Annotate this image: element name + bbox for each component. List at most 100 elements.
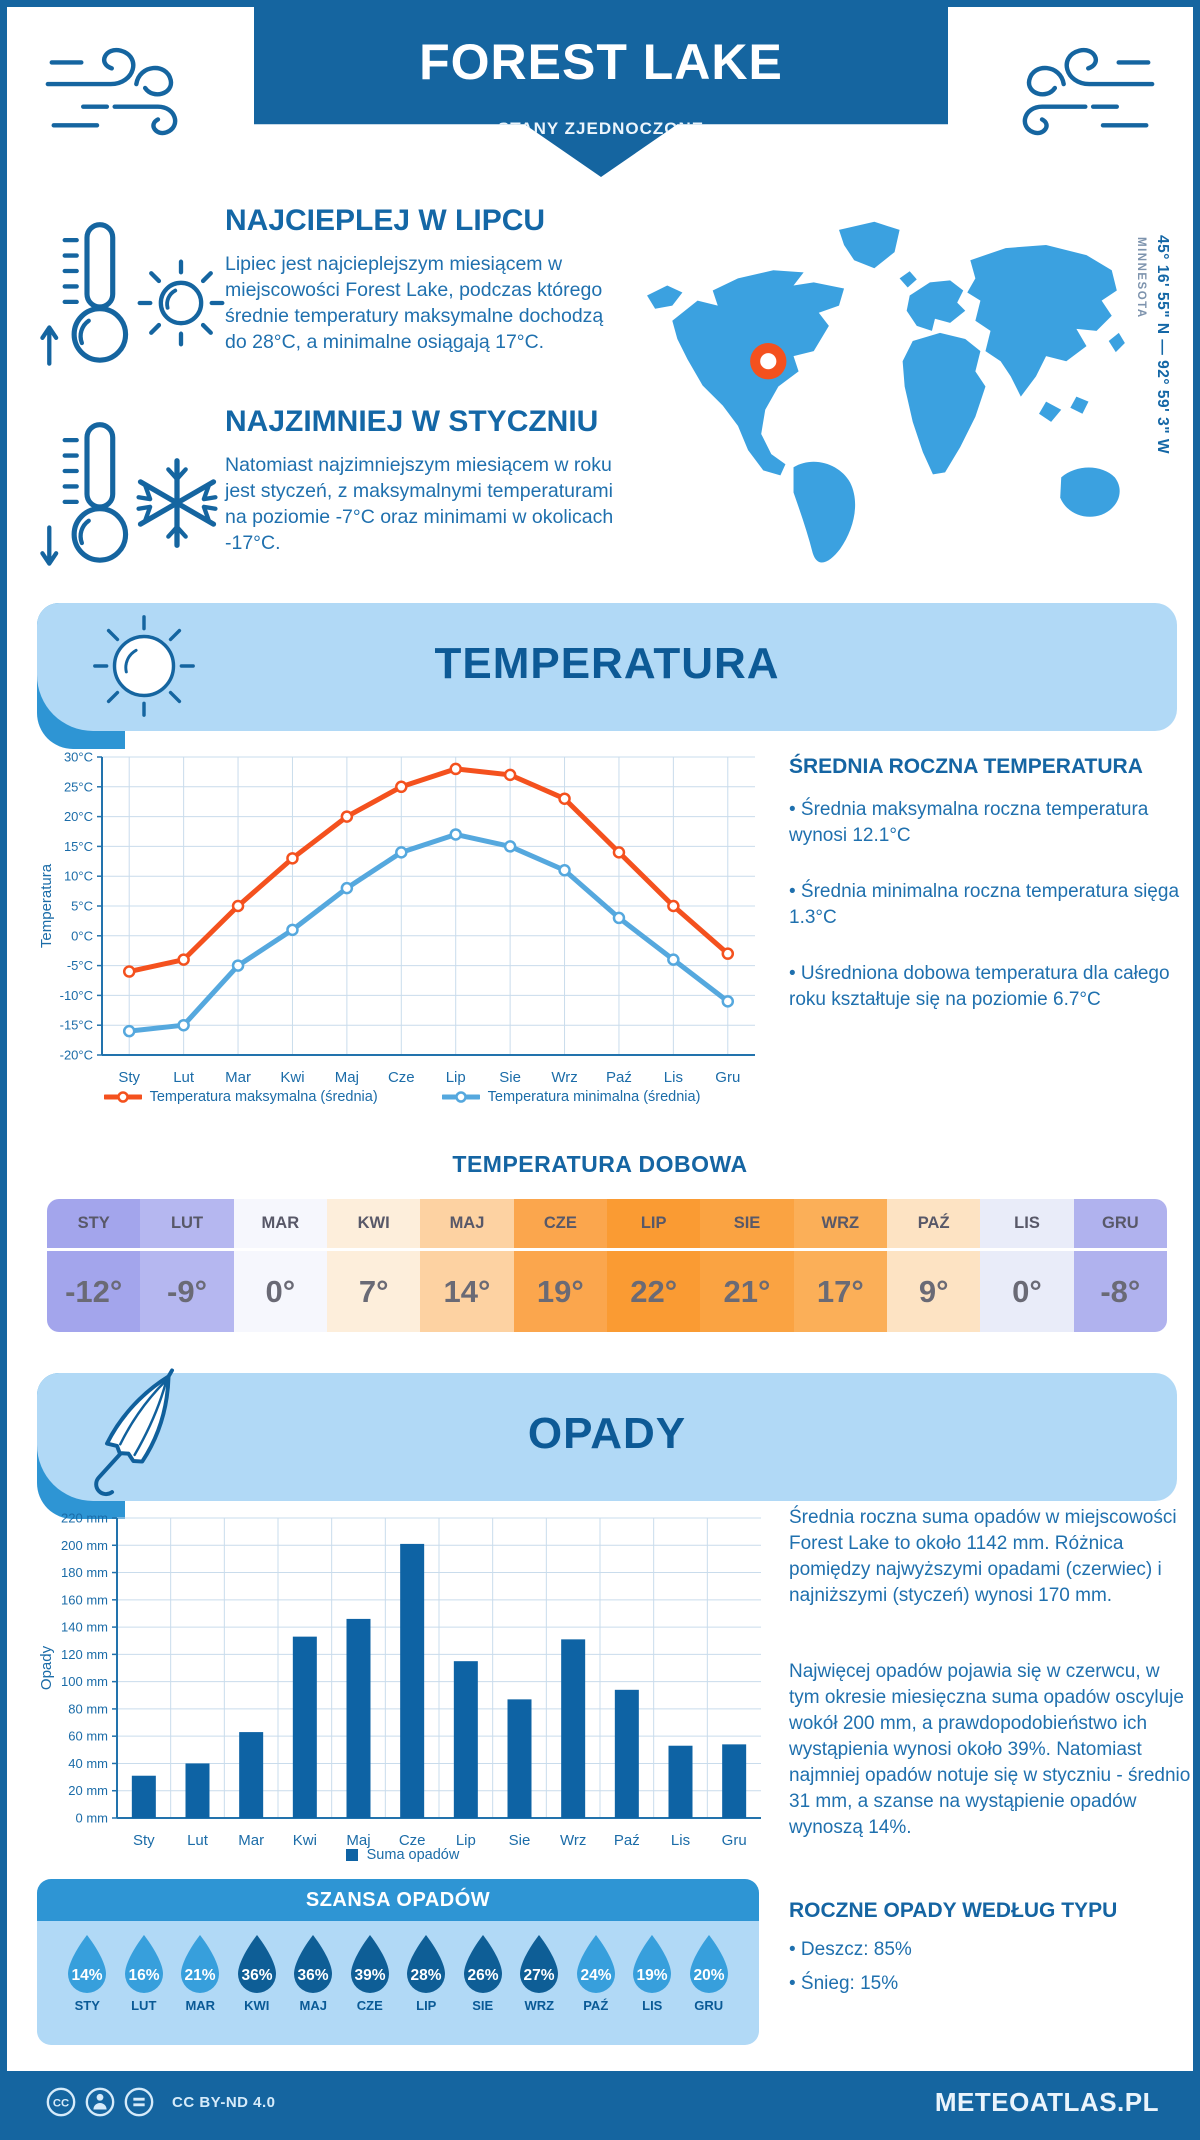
coordinates-label: 45° 16' 55" N — 92° 59' 3" W bbox=[1154, 235, 1171, 455]
precipitation-chart-legend: Suma opadów bbox=[37, 1847, 767, 1863]
table-value-cell: 17° bbox=[793, 1251, 887, 1332]
data-point bbox=[612, 846, 626, 859]
y-axis-label: Opady bbox=[38, 1645, 55, 1690]
temperature-chart-legend: Temperatura maksymalna (średnia) Temperat… bbox=[37, 1089, 767, 1105]
y-tick-label: 10°C bbox=[64, 869, 93, 884]
data-point bbox=[503, 840, 517, 853]
table-value-cell: -12° bbox=[47, 1251, 141, 1332]
data-point bbox=[122, 965, 136, 978]
cc-by-person-icon bbox=[85, 2087, 115, 2117]
y-tick-label: 220 mm bbox=[61, 1512, 108, 1526]
chance-drop: 21% MAR bbox=[172, 1933, 229, 2045]
data-point bbox=[667, 953, 680, 966]
chance-percent: 39% bbox=[354, 1967, 385, 1984]
australia-shape bbox=[1060, 467, 1120, 517]
table-value-cell: 19° bbox=[513, 1251, 607, 1332]
banner-background bbox=[37, 603, 1177, 731]
uk-shape bbox=[899, 271, 917, 288]
sun-icon bbox=[137, 259, 225, 347]
precipitation-type-bullet: • Deszcz: 85% bbox=[789, 1939, 912, 1960]
japan-shape bbox=[1108, 332, 1125, 353]
x-tick-label: Cze bbox=[388, 1069, 415, 1086]
x-tick-label: Sie bbox=[509, 1832, 531, 1849]
y-tick-label: 120 mm bbox=[61, 1647, 108, 1662]
island-shape bbox=[1070, 396, 1089, 414]
chance-drop: 39% CZE bbox=[342, 1933, 399, 2045]
y-tick-label: 20 mm bbox=[68, 1783, 108, 1798]
section-title-temperature: TEMPERATURA bbox=[434, 639, 780, 688]
greenland-shape bbox=[838, 221, 900, 269]
data-point bbox=[503, 768, 517, 782]
snowflake-icon bbox=[136, 458, 218, 548]
table-month-cell: WRZ bbox=[793, 1199, 887, 1248]
data-point bbox=[177, 1018, 190, 1032]
table-value-cell: 0° bbox=[980, 1251, 1074, 1332]
y-tick-label: -10°C bbox=[60, 988, 93, 1003]
arrow-down-icon bbox=[40, 525, 59, 566]
temperature-bullet: • Średnia minimalna roczna temperatura s… bbox=[789, 881, 1180, 929]
x-tick-label: Wrz bbox=[551, 1069, 577, 1086]
data-point bbox=[558, 792, 571, 805]
chance-month-label: STY bbox=[74, 1998, 100, 2013]
chance-drop: 14% STY bbox=[59, 1933, 116, 2045]
chance-drop: 36% KWI bbox=[229, 1933, 286, 2045]
data-point bbox=[395, 846, 408, 859]
chance-percent: 27% bbox=[524, 1967, 555, 1984]
data-point bbox=[721, 947, 735, 960]
svg-text:CC: CC bbox=[53, 2098, 69, 2110]
data-point bbox=[395, 780, 408, 794]
chance-percent: 14% bbox=[72, 1967, 103, 1984]
umbrella-icon bbox=[94, 1368, 174, 1497]
water-drop-icon: 20% bbox=[689, 1935, 728, 1993]
water-drop-icon: 26% bbox=[463, 1935, 502, 1993]
header-banner: FOREST LAKE STANY ZJEDNOCZONE bbox=[254, 7, 948, 177]
data-point bbox=[667, 899, 680, 913]
world-map bbox=[647, 221, 1125, 563]
chance-drop: 28% LIP bbox=[398, 1933, 455, 2045]
wind-icon bbox=[45, 47, 178, 136]
x-tick-label: Paź bbox=[614, 1832, 640, 1849]
chance-drop: 27% WRZ bbox=[511, 1933, 568, 2045]
y-tick-label: 60 mm bbox=[68, 1729, 108, 1744]
x-tick-label: Lut bbox=[173, 1069, 195, 1086]
legend-item: Suma opadów bbox=[345, 1847, 459, 1863]
daily-temperature-title: TEMPERATURA DOBOWA bbox=[452, 1151, 748, 1177]
data-point bbox=[340, 881, 354, 895]
precipitation-type-bullet: • Śnieg: 15% bbox=[789, 1973, 899, 1994]
chance-percent: 20% bbox=[693, 1967, 724, 1984]
europe-shape bbox=[906, 280, 966, 331]
x-tick-label: Maj bbox=[335, 1069, 359, 1086]
x-tick-label: Paź bbox=[606, 1069, 632, 1086]
chance-month-label: CZE bbox=[356, 1998, 383, 2013]
license-label: CC BY-ND 4.0 bbox=[172, 2093, 276, 2111]
chance-percent: 24% bbox=[580, 1967, 611, 1984]
y-tick-label: -5°C bbox=[67, 958, 93, 973]
x-tick-label: Kwi bbox=[280, 1069, 304, 1086]
y-tick-label: 80 mm bbox=[68, 1701, 108, 1716]
bar bbox=[346, 1618, 371, 1818]
alaska-shape bbox=[647, 285, 683, 309]
table-month-cell: STY bbox=[47, 1199, 141, 1248]
y-tick-label: 180 mm bbox=[61, 1565, 108, 1580]
precipitation-chart: 0 mm 20 mm 40 mm 60 mm 80 mm 100 mm 120 mm 140 … bbox=[37, 1511, 767, 1862]
water-drop-icon: 28% bbox=[407, 1935, 446, 1993]
chance-month-label: KWI bbox=[244, 1998, 270, 2013]
data-point bbox=[122, 1024, 136, 1038]
table-month-cell: GRU bbox=[1073, 1199, 1167, 1248]
y-tick-label: 15°C bbox=[64, 839, 93, 854]
highlight-cold-title: NAJZIMNIEJ W STYCZNIU bbox=[225, 405, 599, 438]
y-tick-label: 40 mm bbox=[68, 1756, 108, 1771]
table-month-cell: MAR bbox=[233, 1199, 327, 1248]
bar bbox=[561, 1639, 586, 1818]
table-value-cell: -9° bbox=[140, 1251, 234, 1332]
chance-month-label: MAJ bbox=[299, 1998, 327, 2013]
legend-label: Temperatura maksymalna (średnia) bbox=[149, 1089, 378, 1105]
y-tick-label: 140 mm bbox=[61, 1620, 108, 1635]
y-tick-label: -20°C bbox=[60, 1048, 93, 1063]
temperature-bullet: • Uśredniona dobowa temperatura dla całe… bbox=[789, 963, 1170, 1011]
water-drop-icon: 36% bbox=[294, 1935, 333, 1993]
legend-swatch bbox=[441, 1091, 480, 1103]
table-month-cell: LIP bbox=[607, 1199, 701, 1248]
data-point bbox=[449, 762, 462, 776]
site-name: METEOATLAS.PL bbox=[934, 2086, 1159, 2117]
